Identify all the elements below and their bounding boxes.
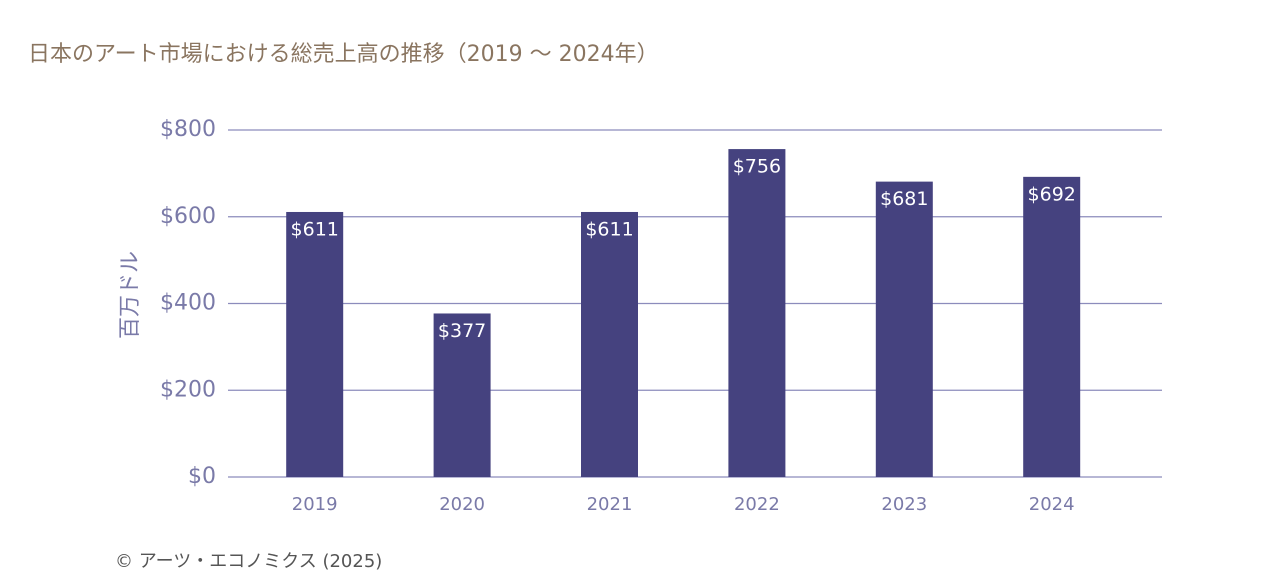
x-tick-label: 2019 bbox=[292, 494, 338, 515]
bar bbox=[1023, 176, 1081, 477]
data-label: $681 bbox=[880, 188, 928, 210]
data-label: $377 bbox=[438, 320, 486, 342]
data-label: $756 bbox=[733, 156, 781, 178]
bar bbox=[728, 149, 786, 477]
y-axis-label: 百万ドル bbox=[118, 251, 143, 339]
x-tick-label: 2023 bbox=[881, 494, 927, 515]
x-tick-label: 2022 bbox=[734, 494, 780, 515]
data-label: $611 bbox=[291, 218, 339, 240]
bar bbox=[581, 211, 638, 477]
bar bbox=[286, 211, 344, 477]
x-tick-label: 2020 bbox=[439, 494, 485, 515]
y-tick-label: $800 bbox=[160, 117, 216, 142]
bar bbox=[875, 181, 933, 477]
y-tick-label: $0 bbox=[188, 464, 216, 489]
y-tick-label: $200 bbox=[160, 377, 216, 402]
x-tick-label: 2024 bbox=[1029, 494, 1075, 515]
chart-title: 日本のアート市場における総売上高の推移（2019 ～ 2024年） bbox=[28, 42, 659, 67]
y-tick-label: $400 bbox=[160, 291, 216, 316]
bar bbox=[433, 313, 491, 477]
x-tick-label: 2021 bbox=[587, 494, 633, 515]
data-label: $611 bbox=[585, 218, 633, 240]
data-label: $692 bbox=[1028, 183, 1076, 205]
source: © アーツ・エコノミクス (2025) bbox=[115, 551, 382, 572]
y-tick-label: $600 bbox=[160, 204, 216, 229]
